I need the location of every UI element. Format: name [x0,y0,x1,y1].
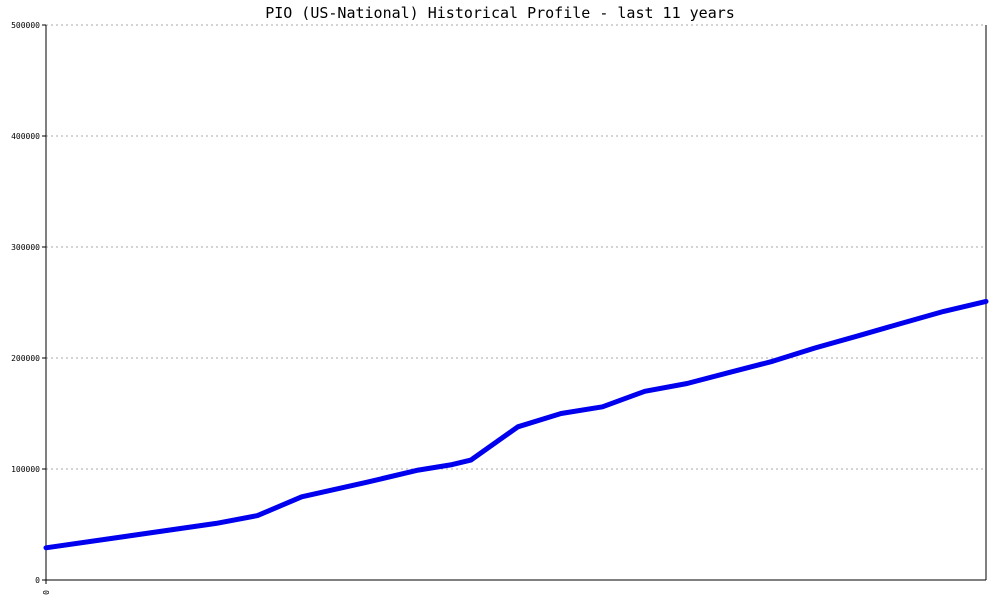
y-tick-label: 200000 [11,354,40,363]
y-tick-label: 500000 [11,21,40,30]
y-tick-label: 300000 [11,243,40,252]
y-tick-label: 400000 [11,132,40,141]
series-line [43,298,989,551]
gridlines [46,24,986,470]
y-tick-label: 0 [35,576,40,585]
axes [42,24,987,584]
y-tick-label: 100000 [11,465,40,474]
series-layer [43,298,989,551]
chart-title: PIO (US-National) Historical Profile - l… [265,4,735,22]
x-tick-label: 0 [42,590,51,595]
tick-labels: 0 100000 200000 300000 400000 500000 0 [11,21,51,595]
